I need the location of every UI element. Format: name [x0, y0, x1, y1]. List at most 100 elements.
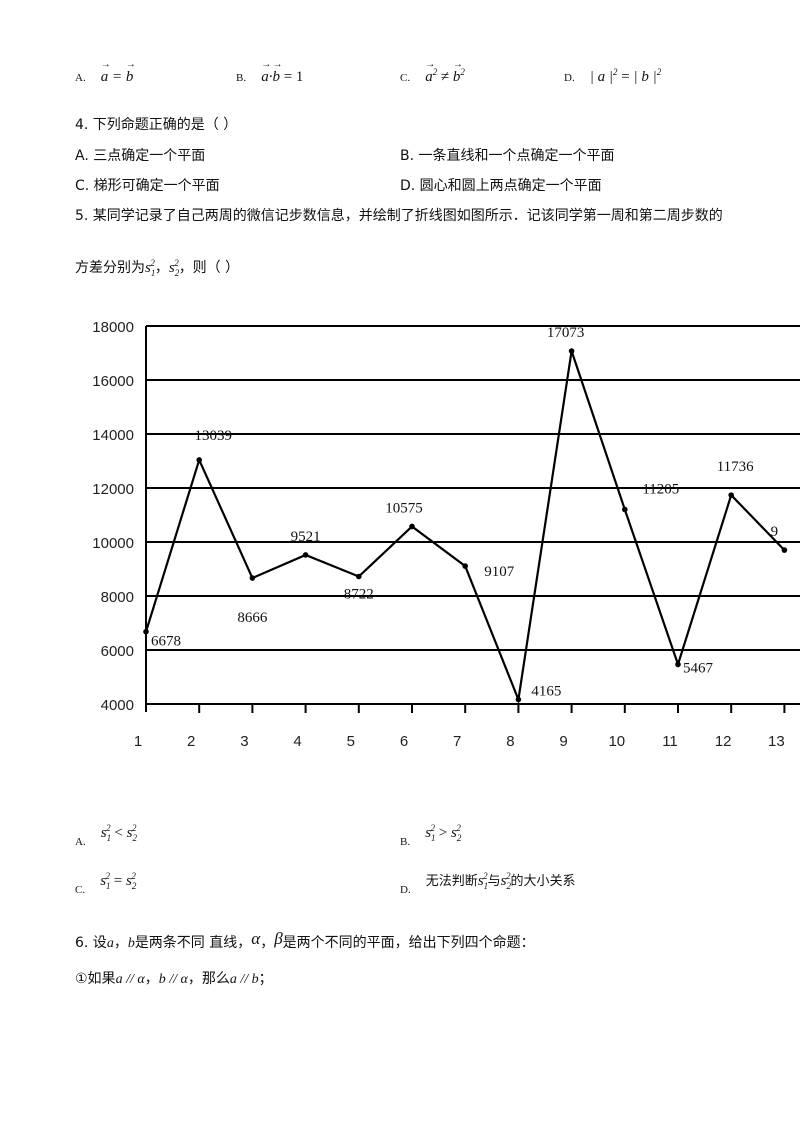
q5-option-b: B. s12 > s22 — [400, 822, 461, 848]
data-point — [515, 696, 522, 703]
x-tick-label: 1 — [134, 733, 142, 750]
var-beta: β — [274, 929, 283, 948]
variance-s2: s22 — [168, 258, 180, 278]
x-tick-label: 12 — [715, 733, 732, 750]
separator: ， — [260, 935, 275, 951]
data-label: 6678 — [151, 634, 181, 650]
exponent: 2 — [613, 67, 618, 77]
math-expr: a // b — [229, 972, 259, 987]
y-tick-label: 6000 — [101, 643, 134, 660]
abs-vector-b: | b | — [633, 69, 657, 85]
q5-stem-line2: 方差分别为s12，s22，则（ ） — [75, 257, 239, 278]
q4-option-c: C. 梯形可确定一个平面 — [75, 178, 220, 194]
vector-a: a — [261, 59, 270, 86]
data-point — [462, 563, 469, 569]
stem-text: 是两条不同 直线， — [134, 935, 252, 951]
data-label: 11736 — [717, 459, 754, 475]
stem-text: 方差分别为 — [75, 260, 145, 276]
q4-stem: 4. 下列命题正确的是（ ） — [75, 117, 238, 133]
separator: ， — [154, 260, 169, 276]
vector-a: a — [425, 59, 434, 86]
data-point — [196, 457, 202, 463]
item-text: ； — [258, 971, 273, 987]
vector-b: b — [453, 59, 462, 86]
data-label: 9107 — [484, 564, 515, 580]
option-label: C. — [75, 884, 86, 896]
var-alpha: α — [251, 929, 261, 948]
vector-a: a — [101, 59, 110, 86]
item-text: ，那么 — [187, 971, 230, 987]
exponent: 2 — [460, 67, 465, 77]
var-b: b — [127, 936, 135, 951]
equals-one: = 1 — [279, 69, 304, 85]
separator: ， — [144, 971, 159, 987]
q3-option-a: A. a = b — [75, 59, 135, 86]
q3-option-c: C. a2 ≠ b2 — [400, 59, 465, 86]
var-a: a — [106, 936, 114, 951]
y-tick-label: 12000 — [92, 481, 134, 498]
abs-vector-a: | a | — [589, 69, 614, 85]
inequality: s12 < s22 — [100, 823, 137, 843]
x-tick-label: 4 — [293, 733, 301, 750]
stem-text: 6. 设 — [75, 935, 107, 951]
x-tick-label: 7 — [453, 733, 461, 750]
q4-option-b: B. 一条直线和一个点确定一个平面 — [400, 148, 615, 164]
data-point — [675, 661, 681, 668]
data-point — [728, 492, 734, 498]
q3-option-d: D. | a |2 = | b |2 — [564, 66, 661, 86]
y-tick-label: 8000 — [101, 589, 134, 606]
y-tick-label: 18000 — [92, 319, 134, 336]
chart-series-line — [144, 350, 786, 704]
data-label: 5467 — [683, 660, 714, 676]
option-label: B. — [236, 72, 247, 84]
item-text: ①如果 — [75, 971, 116, 987]
data-label: 11205 — [642, 481, 679, 497]
data-point — [622, 506, 628, 513]
x-tick-label: 6 — [400, 733, 408, 750]
x-tick-label: 8 — [506, 733, 514, 750]
chart-points — [143, 348, 788, 703]
data-label: 13039 — [194, 428, 232, 444]
vector-b: b — [272, 59, 281, 86]
x-tick-label: 2 — [187, 733, 195, 750]
q5-stem-line1: 5. 某同学记录了自己两周的微信记步数信息，并绘制了折线图如图所示．记该同学第一… — [75, 208, 723, 224]
equation: s12 = s22 — [100, 871, 137, 891]
x-tick-label: 10 — [608, 733, 625, 750]
stem-text: 是两个不同的平面，给出下列四个命题： — [282, 935, 535, 951]
data-point — [143, 628, 149, 635]
data-label: 10575 — [385, 500, 423, 516]
data-point — [249, 575, 256, 581]
q6-item-1: ①如果a // α，b // α，那么a // b； — [75, 968, 273, 988]
dot-operator: · — [268, 69, 273, 85]
q4-option-a: A. 三点确定一个平面 — [75, 148, 206, 164]
y-tick-label: 14000 — [92, 427, 134, 444]
option-label: B. — [400, 836, 411, 848]
data-label: 4165 — [531, 684, 561, 700]
data-label: 17073 — [547, 325, 585, 341]
not-equal-sign: ≠ — [437, 69, 453, 85]
chart-data-labels: 6678 13039 8666 9521 8722 10575 9107 4165 17073 1… — [151, 325, 778, 700]
x-tick-label: 11 — [662, 733, 678, 750]
stem-text: ，则（ ） — [178, 260, 240, 276]
exponent: 2 — [656, 67, 662, 77]
data-point — [409, 523, 415, 530]
data-point — [356, 573, 362, 580]
q5-option-a: A. s12 < s22 — [75, 822, 137, 848]
data-point — [302, 552, 309, 558]
option-label: C. — [400, 72, 411, 84]
equals-sign: = — [617, 69, 634, 85]
data-label: 8666 — [237, 610, 268, 626]
variance-s1: s12 — [145, 258, 156, 278]
option-d-text: 无法判断s12与s22的大小关系 — [425, 871, 576, 891]
x-tick-label: 9 — [559, 733, 567, 750]
option-label: A. — [75, 72, 86, 84]
option-label: D. — [400, 884, 411, 896]
q4-option-d: D. 圆心和圆上两点确定一个平面 — [400, 178, 602, 194]
x-tick-label: 3 — [240, 733, 248, 750]
q3-option-b: B. a·b = 1 — [236, 59, 304, 86]
q5-option-d: D. 无法判断s12与s22的大小关系 — [400, 870, 576, 896]
data-label: 9 — [771, 524, 779, 540]
option-label: A. — [75, 836, 86, 848]
q6-stem: 6. 设a，b是两条不同 直线，α，β是两个不同的平面，给出下列四个命题： — [75, 929, 535, 952]
